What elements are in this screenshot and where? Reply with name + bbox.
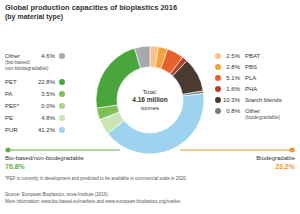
svg-text:Total:: Total: xyxy=(143,89,158,95)
svg-text:More information: www.bio-base: More information: www.bio-based.eu/marke… xyxy=(5,199,181,204)
svg-text:Other: Other xyxy=(5,53,20,59)
svg-text:10.3%: 10.3% xyxy=(223,97,241,103)
svg-text:22.8%: 22.8% xyxy=(38,79,56,85)
svg-text:non-biodegradable): non-biodegradable) xyxy=(5,65,49,71)
svg-text:2.5%: 2.5% xyxy=(226,53,240,59)
svg-text:PEF*: PEF* xyxy=(5,103,20,109)
svg-text:4.8%: 4.8% xyxy=(41,115,55,121)
svg-text:*PEF is currently in developme: *PEF is currently in development and pre… xyxy=(5,176,187,181)
svg-text:Starch blends: Starch blends xyxy=(245,97,282,103)
svg-text:PLA: PLA xyxy=(245,75,256,81)
svg-text:PHA: PHA xyxy=(245,86,257,92)
svg-text:PE: PE xyxy=(5,115,13,121)
svg-text:PUR: PUR xyxy=(5,127,18,133)
svg-text:Biodegradable: Biodegradable xyxy=(256,155,295,161)
svg-text:0.8%: 0.8% xyxy=(226,108,240,114)
svg-text:4.6%: 4.6% xyxy=(41,53,55,59)
svg-text:PET: PET xyxy=(5,79,17,85)
svg-text:41.2%: 41.2% xyxy=(38,127,56,133)
svg-text:PA: PA xyxy=(5,91,13,97)
svg-text:76.8%: 76.8% xyxy=(5,163,26,170)
svg-text:23.2%: 23.2% xyxy=(275,163,296,170)
svg-text:Source: European Bioplastics,: Source: European Bioplastics, nova-Insti… xyxy=(5,192,109,197)
svg-text:5.1%: 5.1% xyxy=(226,75,240,81)
svg-text:PBS: PBS xyxy=(245,64,257,70)
svg-text:3.5%: 3.5% xyxy=(41,91,55,97)
svg-text:(bio-based/: (bio-based/ xyxy=(5,59,30,65)
svg-text:4.16 million: 4.16 million xyxy=(132,96,167,103)
svg-text:Bio-based/non-biodegradable: Bio-based/non-biodegradable xyxy=(5,155,84,161)
svg-text:Global production capacities o: Global production capacities of bioplast… xyxy=(5,3,177,12)
svg-text:0.0%: 0.0% xyxy=(41,103,55,109)
svg-text:(by material type): (by material type) xyxy=(5,13,63,21)
svg-text:tonnes: tonnes xyxy=(141,105,159,111)
svg-text:(biodegradable): (biodegradable) xyxy=(245,114,280,120)
svg-text:1.6%: 1.6% xyxy=(226,86,240,92)
svg-text:Other: Other xyxy=(245,108,260,114)
svg-text:2.8%: 2.8% xyxy=(226,64,240,70)
svg-text:PBAT: PBAT xyxy=(245,53,261,59)
